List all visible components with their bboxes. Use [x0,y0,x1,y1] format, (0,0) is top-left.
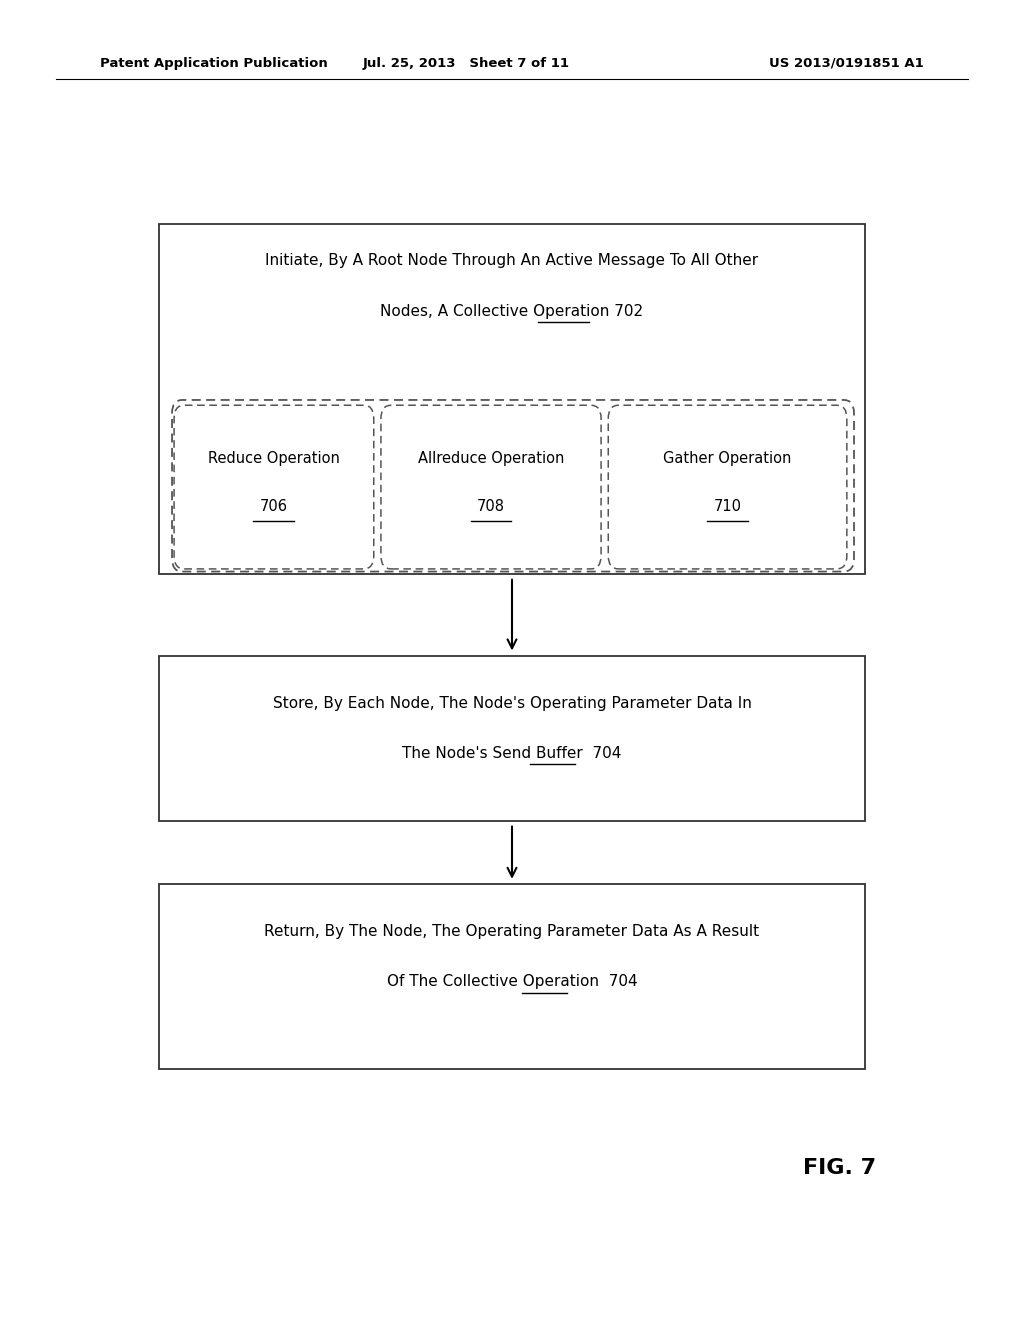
Text: US 2013/0191851 A1: US 2013/0191851 A1 [769,57,924,70]
Text: 710: 710 [714,499,741,515]
Text: Nodes, A Collective Operation 702: Nodes, A Collective Operation 702 [381,304,643,318]
FancyBboxPatch shape [172,400,854,572]
Text: 706: 706 [260,499,288,515]
Text: Initiate, By A Root Node Through An Active Message To All Other: Initiate, By A Root Node Through An Acti… [265,253,759,268]
Bar [159,884,865,1069]
Text: Reduce Operation: Reduce Operation [208,450,340,466]
Text: 708: 708 [477,499,505,515]
Text: Allreduce Operation: Allreduce Operation [418,450,564,466]
FancyBboxPatch shape [608,405,847,569]
Text: Store, By Each Node, The Node's Operating Parameter Data In: Store, By Each Node, The Node's Operatin… [272,696,752,710]
Text: Return, By The Node, The Operating Parameter Data As A Result: Return, By The Node, The Operating Param… [264,924,760,939]
Text: Jul. 25, 2013   Sheet 7 of 11: Jul. 25, 2013 Sheet 7 of 11 [362,57,569,70]
Text: Gather Operation: Gather Operation [664,450,792,466]
Text: Of The Collective Operation  704: Of The Collective Operation 704 [387,974,637,989]
Text: Patent Application Publication: Patent Application Publication [100,57,328,70]
Bar [159,656,865,821]
FancyBboxPatch shape [174,405,374,569]
Bar [159,224,865,574]
Text: FIG. 7: FIG. 7 [803,1158,877,1179]
FancyBboxPatch shape [381,405,601,569]
Text: The Node's Send Buffer  704: The Node's Send Buffer 704 [402,746,622,760]
